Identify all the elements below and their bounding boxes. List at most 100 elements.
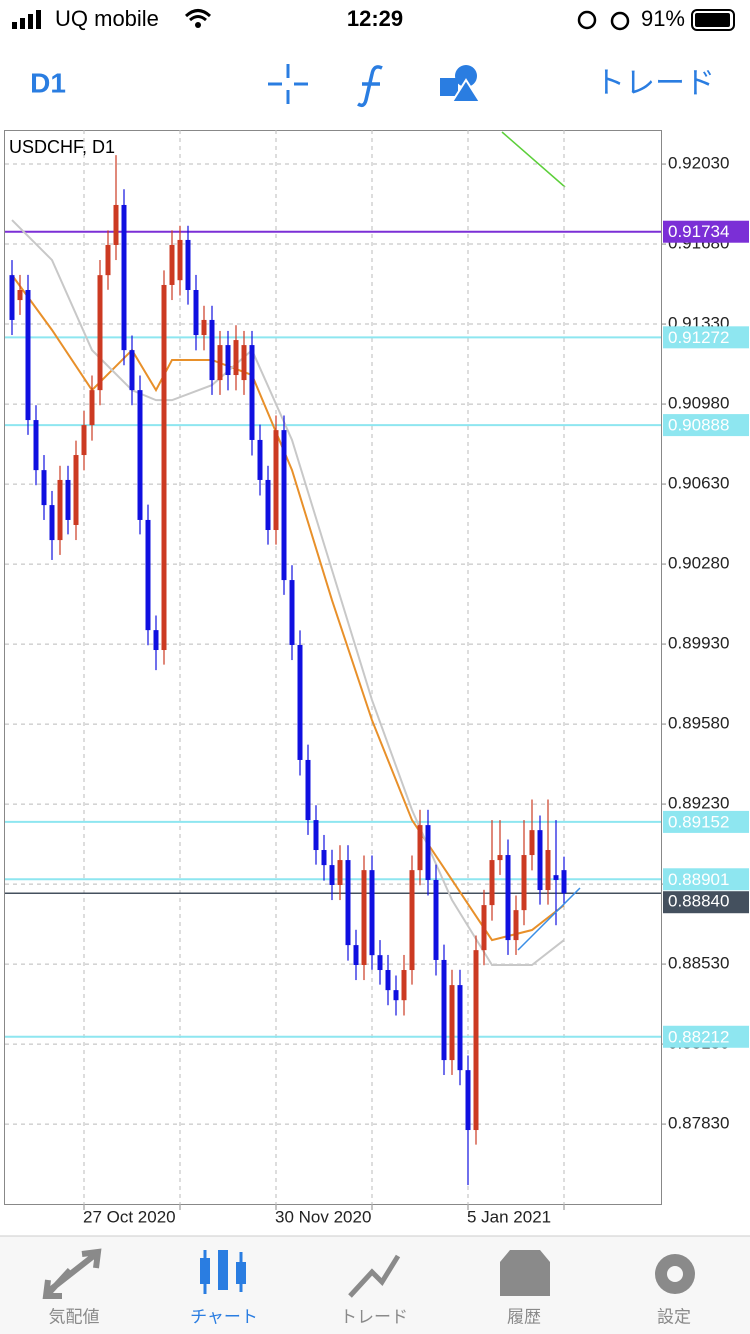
objects-button[interactable] <box>440 65 482 103</box>
candle-body <box>257 439 263 480</box>
candle-body <box>249 345 255 440</box>
candle-body <box>57 479 63 541</box>
candle-body <box>81 425 87 456</box>
candle-body <box>137 390 143 520</box>
y-tick-label: 0.89230 <box>668 794 729 813</box>
chart-title: USDCHF, D1 <box>9 137 115 157</box>
candle-body <box>297 644 303 760</box>
candle-body <box>25 290 31 421</box>
candle-body <box>161 284 167 651</box>
tab-label[interactable]: 気配値 <box>49 1307 100 1326</box>
candle-body <box>553 875 559 880</box>
candle-body <box>153 630 159 651</box>
candle-body <box>289 580 295 645</box>
candle-body <box>273 430 279 531</box>
candle-body <box>481 905 487 951</box>
signal-bar <box>12 22 17 29</box>
candle-body <box>217 345 223 381</box>
candle-body <box>17 290 23 301</box>
signal-bar <box>20 18 25 29</box>
candle-body <box>313 820 319 851</box>
plot-area <box>5 130 661 1205</box>
price-label: 0.91734 <box>668 222 729 241</box>
carrier: UQ mobile <box>55 6 159 31</box>
tab-bar <box>0 1236 750 1334</box>
candle-body <box>505 855 511 941</box>
y-tick-label: 0.90280 <box>668 554 729 573</box>
candle-body <box>337 860 343 885</box>
candle-body <box>529 830 535 856</box>
candle-body <box>201 319 207 336</box>
battery-frame <box>691 9 735 31</box>
price-label-bg <box>663 326 749 349</box>
y-tick-label: 0.90980 <box>668 394 729 413</box>
candle-body <box>305 759 311 821</box>
candle-body <box>65 479 71 520</box>
candle-body <box>177 239 183 281</box>
price-label-bg <box>663 414 749 437</box>
candle-body <box>33 420 39 471</box>
price-label: 0.90888 <box>668 416 729 435</box>
x-tick-label: 30 Nov 2020 <box>275 1207 371 1226</box>
price-label-bg <box>663 810 749 833</box>
plot-frame <box>4 130 662 1205</box>
x-tick-label: 5 Jan 2021 <box>467 1207 551 1226</box>
tab-labels: 気配値 チャート トレード 履歴 設定 <box>49 1307 692 1326</box>
y-tick-label: 0.87830 <box>668 1114 729 1133</box>
candle-body <box>385 970 391 991</box>
candle-body <box>433 879 439 960</box>
trendline <box>517 887 581 951</box>
candle-body <box>49 505 55 541</box>
clock: 12:29 <box>347 6 403 31</box>
candle-body <box>561 870 567 894</box>
candle-body <box>473 950 479 1131</box>
candle-body <box>209 319 215 381</box>
candle-body <box>241 345 247 381</box>
lock-icon <box>577 10 597 30</box>
candle-body <box>401 970 407 1001</box>
tab-label[interactable]: 履歴 <box>507 1307 541 1326</box>
candle-body <box>393 990 399 1001</box>
signal-bar <box>36 10 41 29</box>
crosshair-button[interactable] <box>268 64 308 104</box>
price-label: 0.89152 <box>668 812 729 831</box>
candle-body <box>225 345 231 376</box>
y-tick-label: 0.89930 <box>668 634 729 653</box>
candle-body <box>489 860 495 906</box>
candle-body <box>361 870 367 965</box>
status-bar: UQ mobile 12:29 91% <box>12 6 735 31</box>
candle-body <box>265 479 271 531</box>
timeframe-button[interactable]: D1 <box>30 67 66 98</box>
tab-label[interactable]: トレード <box>340 1307 408 1326</box>
battery-percent: 91% <box>641 6 685 31</box>
price-label: 0.88901 <box>668 870 729 889</box>
candle-body <box>513 910 519 941</box>
candle-body <box>145 519 151 631</box>
candle-body <box>449 985 455 1061</box>
candle-body <box>9 275 15 320</box>
battery-level <box>695 13 730 27</box>
candle-body <box>321 850 327 866</box>
tab-icons <box>42 1248 695 1299</box>
y-tick-label: 0.92030 <box>668 154 729 173</box>
candle-body <box>369 870 375 956</box>
price-label-bg <box>663 220 749 243</box>
indicator-button[interactable] <box>357 65 383 108</box>
tab-label[interactable]: チャート <box>190 1307 258 1326</box>
candle-body <box>457 985 463 1071</box>
x-tick-label: 27 Oct 2020 <box>83 1207 176 1226</box>
y-tick-label: 0.90630 <box>668 474 729 493</box>
price-label: 0.91272 <box>668 328 729 347</box>
current-price-bg <box>663 891 749 914</box>
candle-body <box>121 204 127 351</box>
wifi-icon <box>184 9 212 22</box>
axes: 0.920300.916800.913300.909800.906300.902… <box>83 154 749 1226</box>
candle-body <box>329 865 335 885</box>
tab-label[interactable]: 設定 <box>657 1307 691 1326</box>
y-tick-label: 0.88530 <box>668 954 729 973</box>
candle-body <box>377 955 383 971</box>
trade-button[interactable]: トレード <box>595 67 715 100</box>
candle-body <box>537 830 543 891</box>
candle-body <box>281 430 287 581</box>
